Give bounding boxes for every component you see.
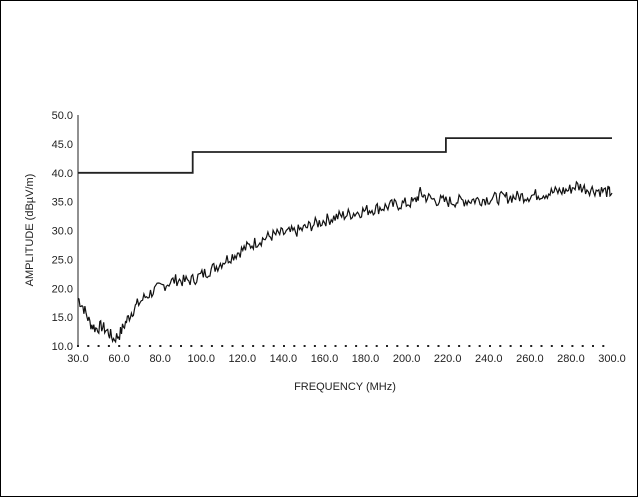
- x-tick-labels: 30.0 60.0 80.0 100.0 120.0 140.0 160.0 180.0 200…: [67, 353, 625, 365]
- x-axis-dot: [149, 345, 152, 347]
- x-tick-label: 60.0: [108, 353, 129, 365]
- x-axis-dot: [118, 345, 121, 347]
- x-axis-dot: [468, 345, 471, 347]
- x-axis-dot: [602, 345, 605, 347]
- x-axis-dot: [458, 345, 461, 347]
- x-axis-dot: [499, 345, 502, 347]
- x-axis-dot: [550, 345, 553, 347]
- y-tick-label: 35.0: [52, 197, 73, 209]
- x-tick-label: 200.0: [393, 353, 421, 365]
- x-axis-dot: [107, 345, 110, 347]
- x-axis-dot: [138, 345, 141, 347]
- x-tick-label: 30.0: [67, 353, 88, 365]
- x-axis-dot: [447, 345, 450, 347]
- x-axis-dot: [169, 345, 172, 347]
- y-tick-label: 10.0: [52, 341, 73, 353]
- x-axis-dot: [427, 345, 430, 347]
- x-axis-dot: [581, 345, 584, 347]
- x-tick-label: 100.0: [187, 353, 215, 365]
- x-axis-dot: [283, 345, 285, 347]
- x-axis-dot: [303, 345, 306, 347]
- x-axis-dot: [519, 345, 522, 347]
- x-tick-label: 240.0: [475, 353, 503, 365]
- x-axis-dot: [159, 345, 162, 347]
- x-tick-label: 260.0: [516, 353, 544, 365]
- x-axis-dot: [416, 345, 419, 347]
- y-tick-label: 20.0: [52, 283, 73, 295]
- x-axis-dot: [437, 345, 440, 347]
- x-axis-dot: [241, 345, 244, 347]
- x-axis-dot: [386, 345, 388, 347]
- x-axis-dot: [571, 345, 574, 347]
- x-axis-dot: [561, 345, 564, 347]
- x-tick-label: 140.0: [270, 353, 298, 365]
- y-tick-label: 45.0: [52, 139, 73, 151]
- x-axis-dot: [97, 345, 100, 347]
- y-axis-title: AMPLITUDE (dBµV/m): [24, 174, 36, 287]
- x-axis-dot: [313, 345, 316, 347]
- x-tick-label: 120.0: [229, 353, 257, 365]
- x-tick-label: 180.0: [352, 353, 380, 365]
- x-axis-dot: [396, 345, 399, 347]
- x-axis-dot: [375, 345, 378, 347]
- x-axis-dot: [334, 345, 337, 347]
- x-axis-dot: [540, 345, 543, 347]
- x-axis-dot: [509, 345, 512, 347]
- x-axis-dot: [210, 345, 213, 347]
- x-axis-dot: [406, 345, 409, 347]
- x-tick-label: 280.0: [557, 353, 585, 365]
- y-tick-label: 40.0: [52, 168, 73, 180]
- x-axis-dot: [190, 345, 193, 347]
- y-tick-label: 15.0: [52, 312, 73, 324]
- x-axis-dot: [365, 345, 368, 347]
- x-axis-dot: [262, 345, 265, 347]
- x-axis-dot: [489, 345, 491, 347]
- x-axis-dot: [478, 345, 481, 347]
- x-axis-dot: [530, 345, 533, 347]
- x-axis-dot: [221, 345, 224, 347]
- x-axis-dot: [592, 345, 594, 347]
- x-axis-dot: [200, 345, 203, 347]
- limit-line: [78, 137, 612, 174]
- x-axis-dot: [344, 345, 347, 347]
- x-tick-label: 160.0: [311, 353, 339, 365]
- x-axis-title: FREQUENCY (MHz): [294, 381, 396, 393]
- x-axis-dots: [77, 345, 605, 347]
- x-axis-dot: [324, 345, 327, 347]
- x-axis-dot: [252, 345, 255, 347]
- y-tick-label: 25.0: [52, 254, 73, 266]
- measurement-line: [77, 180, 613, 344]
- x-tick-label: 300.0: [598, 353, 626, 365]
- x-tick-label: 220.0: [434, 353, 462, 365]
- x-axis-dot: [180, 345, 182, 347]
- x-axis-dot: [87, 345, 90, 347]
- x-axis-dot: [355, 345, 358, 347]
- x-tick-label: 80.0: [149, 353, 170, 365]
- x-axis-dot: [231, 345, 234, 347]
- x-axis-dot: [272, 345, 275, 347]
- y-tick-label: 30.0: [52, 226, 73, 238]
- x-axis-dot: [128, 345, 131, 347]
- x-axis-dot: [293, 345, 296, 347]
- y-tick-label: 50.0: [52, 110, 73, 122]
- y-tick-labels: 10.0 15.0 20.0 25.0 30.0 35.0 40.0 45.0 50.0: [52, 110, 73, 353]
